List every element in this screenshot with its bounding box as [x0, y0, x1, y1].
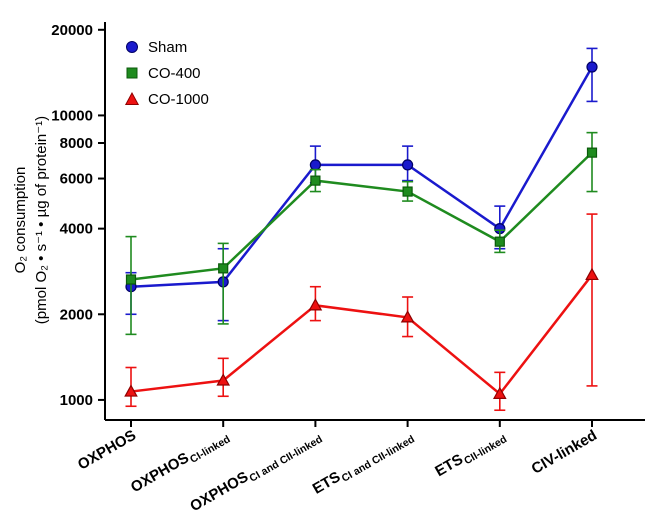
series-co-1000 — [124, 213, 599, 412]
square-marker-icon — [126, 67, 138, 79]
marker-triangle — [585, 267, 599, 281]
y-tick-label: 8000 — [60, 135, 93, 152]
marker-square — [402, 186, 413, 197]
y-tick-label: 2000 — [60, 306, 93, 323]
marker-circle — [402, 159, 414, 171]
y-tick-label: 10000 — [51, 107, 93, 124]
y-axis-title: O₂ consumption (pmol O₂ • s⁻¹ • µg of pr… — [10, 70, 52, 370]
y-tick-label: 4000 — [60, 221, 93, 238]
legend-item-sham: Sham — [124, 34, 209, 60]
x-category-label: OXPHOS — [75, 427, 139, 474]
series-line — [130, 66, 594, 288]
x-category-label: CIV-linked — [529, 427, 600, 478]
y-axis-title-line2: (pmol O₂ • s⁻¹ • µg of protein⁻¹) — [33, 115, 50, 325]
y-axis-title-line1: O₂ consumption — [12, 166, 29, 274]
marker-triangle — [492, 386, 507, 399]
marker-square — [586, 147, 598, 158]
marker-square — [125, 274, 137, 285]
x-category-label: OXPHOSCI and CII-linked — [187, 427, 324, 518]
legend-label: CO-1000 — [148, 90, 209, 108]
series-co-400 — [125, 131, 598, 336]
x-category-label: ETSCI and CII-linked — [310, 427, 417, 500]
circle-marker-icon — [126, 41, 138, 53]
legend: Sham CO-400 CO-1000 — [124, 34, 209, 112]
y-tick-label: 1000 — [60, 392, 93, 409]
marker-square — [494, 236, 505, 247]
axes — [104, 22, 645, 421]
y-axis-ticks: 1000 2000 4000 6000 8000 10000 20000 — [51, 22, 105, 409]
marker-square — [310, 175, 321, 186]
legend-item-co-400: CO-400 — [124, 60, 209, 86]
legend-item-co-1000: CO-1000 — [124, 86, 209, 112]
marker-triangle — [216, 373, 231, 386]
series-line — [130, 151, 593, 281]
marker-circle — [309, 159, 321, 171]
legend-label: CO-400 — [148, 64, 201, 82]
x-category-label: ETSCII-linked — [432, 427, 509, 483]
legend-label: Sham — [148, 38, 188, 56]
marker-square — [218, 263, 229, 274]
marker-triangle — [124, 384, 138, 397]
y-tick-label: 6000 — [60, 171, 93, 188]
series-line — [130, 274, 593, 396]
triangle-marker-icon — [124, 91, 140, 105]
marker-triangle — [400, 310, 415, 323]
marker-circle — [586, 61, 598, 73]
marker-triangle — [308, 298, 323, 311]
y-tick-label: 20000 — [51, 22, 93, 39]
